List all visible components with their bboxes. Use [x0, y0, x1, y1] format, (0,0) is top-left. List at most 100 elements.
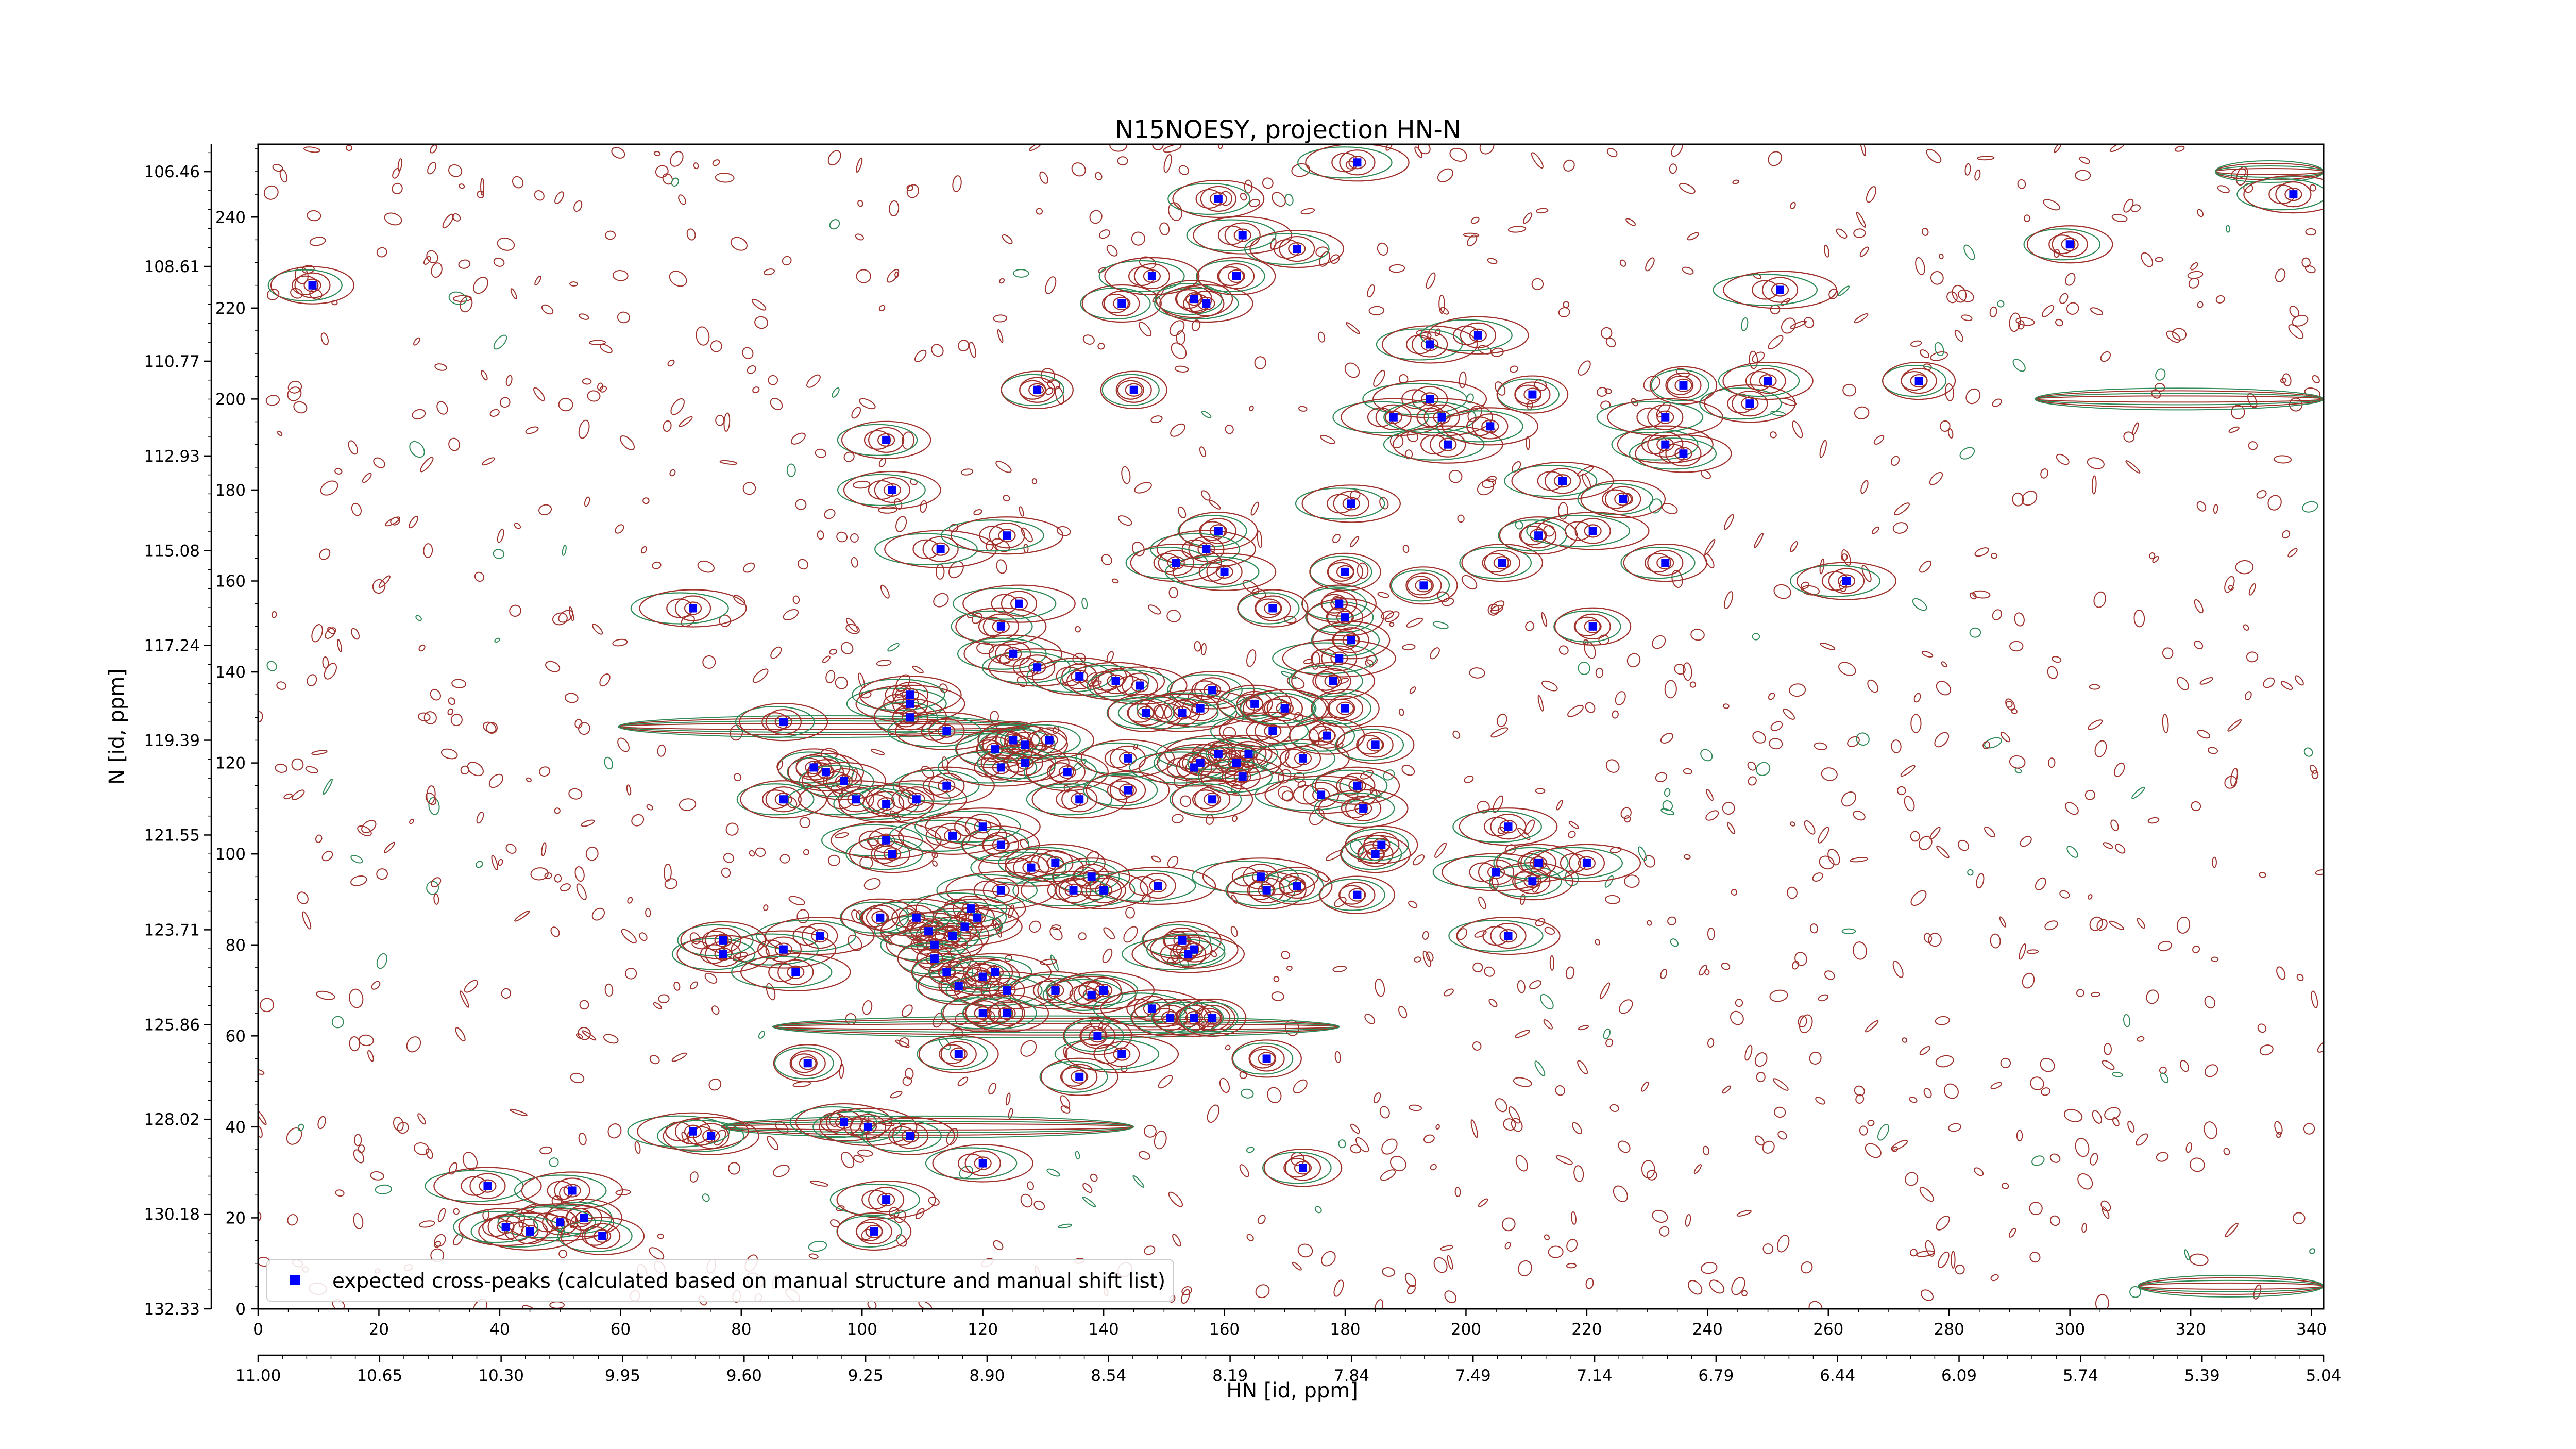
noise-contour [667, 359, 675, 367]
cross-peak-marker [779, 945, 788, 954]
noise-contour [1255, 1284, 1270, 1299]
noise-contour [1447, 1255, 1453, 1270]
noise-contour [2152, 555, 2159, 563]
cross-peak-marker [1745, 399, 1754, 408]
peak-contour [982, 754, 1019, 781]
noise-contour [1300, 208, 1315, 215]
cross-peak-marker [1015, 599, 1023, 608]
noise-contour [1408, 1104, 1422, 1111]
peak-contour [1150, 930, 1239, 969]
noise-contour [1172, 1234, 1181, 1247]
noise-contour [1768, 335, 1784, 349]
noise-contour [1194, 641, 1201, 652]
noise-contour [1555, 1155, 1573, 1165]
peak-contour [992, 883, 1010, 897]
noise-contour [1071, 162, 1086, 177]
noise-contour [1977, 156, 1995, 161]
noise-contour [375, 1184, 393, 1194]
cross-peak-marker [1063, 768, 1072, 777]
peak-contour [1499, 929, 1517, 943]
cross-peak-marker [1147, 272, 1156, 281]
noise-contour [2276, 966, 2286, 980]
peak-contour [1080, 739, 1175, 778]
noise-contour [653, 1002, 662, 1009]
noise-contour [476, 812, 484, 824]
noise-contour [1398, 1006, 1408, 1019]
noise-contour [905, 1068, 914, 1080]
noise-contour [1005, 1092, 1011, 1106]
peak-contour [1761, 277, 1799, 303]
peak-contour [1284, 1155, 1321, 1181]
peak-contour [739, 703, 828, 742]
noise-contour [1191, 319, 1201, 331]
noise-contour [591, 907, 605, 921]
peak-contour [1339, 882, 1376, 908]
cross-peak-marker [1214, 749, 1223, 758]
noise-contour [1230, 926, 1238, 937]
noise-contour [1801, 1261, 1813, 1274]
noise-contour [1892, 961, 1904, 978]
noise-contour [2146, 989, 2159, 1004]
noise-contour [1375, 978, 1385, 997]
noise-contour [376, 868, 388, 880]
noise-contour [1664, 680, 1677, 699]
peak-contour [1665, 441, 1702, 467]
noise-contour [1416, 330, 1432, 339]
noise-contour [627, 897, 633, 904]
noise-contour [1240, 192, 1247, 201]
noise-contour [996, 559, 1007, 574]
noise-contour [1624, 874, 1640, 888]
n-ppm-tick-label: 128.02 [144, 1110, 200, 1129]
noise-contour [349, 1036, 360, 1052]
peak-contour [892, 769, 980, 802]
noise-contour [755, 847, 766, 857]
hn-ppm-tick-label: 5.74 [2063, 1367, 2098, 1385]
peak-contour [1083, 774, 1158, 806]
noise-contour [1380, 1169, 1396, 1181]
noise-contour [1803, 317, 1815, 328]
noise-contour [679, 416, 693, 427]
cross-peak-marker [1099, 886, 1108, 895]
y-tick-label: 120 [215, 754, 246, 773]
peak-contour [702, 930, 729, 951]
noise-contour [2112, 1072, 2123, 1077]
noise-contour [448, 437, 460, 451]
noise-contour [1626, 653, 1641, 668]
peak-contour [992, 838, 1010, 852]
noise-contour [1487, 258, 1498, 264]
noise-contour [2084, 789, 2096, 800]
peak-contour [1255, 779, 1359, 811]
x-tick-label: 100 [847, 1320, 877, 1339]
hn-ppm-tick-label: 5.39 [2184, 1367, 2220, 1385]
peak-contour [1261, 866, 1333, 905]
n-ppm-tick-label: 112.93 [144, 447, 200, 466]
noise-contour [1643, 855, 1656, 868]
peak-contour [1054, 1038, 1160, 1070]
noise-contour [1595, 667, 1604, 678]
noise-contour [1456, 928, 1467, 940]
peak-contour [1514, 381, 1551, 408]
noise-contour [2014, 612, 2025, 627]
peak-contour [1484, 550, 1520, 576]
peak-contour [1279, 235, 1315, 262]
cross-peak-marker [1268, 727, 1277, 735]
noise-contour [534, 276, 541, 286]
cross-peak-marker [1021, 759, 1029, 767]
noise-contour [1558, 645, 1569, 655]
noise-contour [1613, 1185, 1628, 1203]
peak-contour [777, 959, 814, 985]
cross-peak-marker [1075, 672, 1084, 681]
noise-contour [2281, 530, 2291, 539]
noise-contour [2312, 375, 2320, 384]
noise-contour [1490, 604, 1504, 614]
peak-contour [740, 780, 827, 819]
noise-contour [2147, 817, 2160, 824]
peak-contour [1574, 613, 1611, 639]
peak-contour [1176, 754, 1213, 781]
peak-contour [1490, 814, 1527, 840]
noise-contour [2141, 252, 2154, 267]
noise-contour [1620, 807, 1632, 819]
noise-contour [2127, 1121, 2135, 1133]
noise-contour [1558, 502, 1569, 520]
